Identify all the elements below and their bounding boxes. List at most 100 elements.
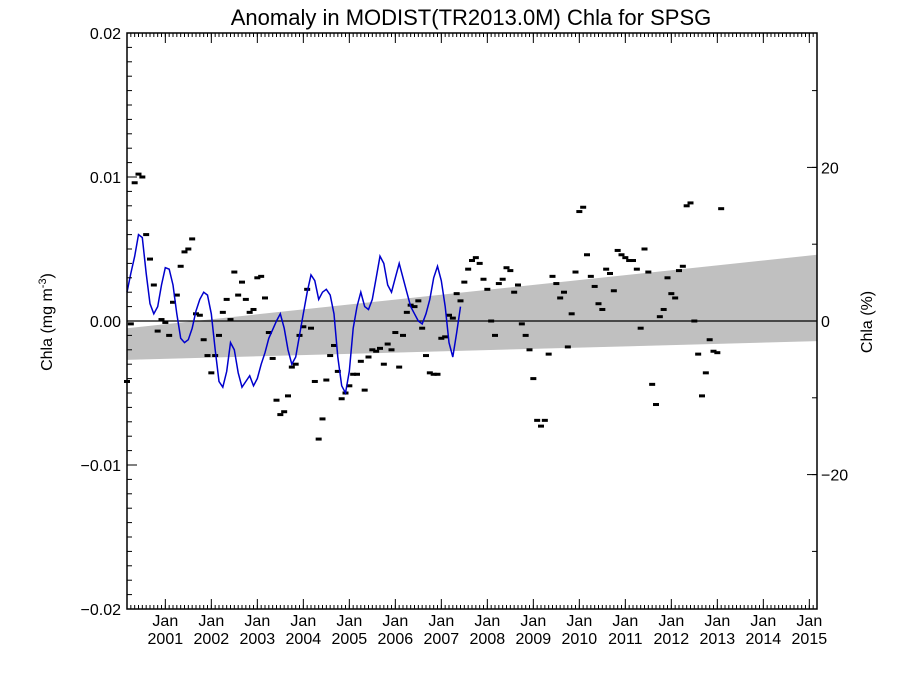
monthly-point <box>162 320 169 324</box>
y-axis-label-right: Chla (%) <box>859 291 876 353</box>
monthly-point <box>388 348 395 352</box>
monthly-point <box>442 335 449 339</box>
monthly-point <box>346 384 353 388</box>
monthly-point <box>568 312 575 316</box>
monthly-point <box>664 276 671 280</box>
monthly-point <box>683 204 690 208</box>
monthly-point <box>522 333 529 337</box>
monthly-point <box>377 346 383 350</box>
y-tick-label-right: 0 <box>821 314 830 331</box>
monthly-point <box>430 372 437 376</box>
monthly-point <box>216 333 222 337</box>
monthly-point <box>273 398 280 402</box>
monthly-point <box>200 338 207 342</box>
monthly-point <box>584 253 590 257</box>
monthly-point <box>691 319 698 323</box>
monthly-point <box>679 264 686 268</box>
x-tick-label-year: 2014 <box>746 631 782 648</box>
monthly-point <box>530 377 537 381</box>
x-tick-label-year: 2011 <box>608 631 643 648</box>
monthly-point <box>315 437 322 441</box>
monthly-point <box>242 297 249 301</box>
monthly-point <box>204 354 211 358</box>
monthly-point <box>595 302 602 306</box>
axis-layer: 0.020.010.00−0.01−0.02200−20Jan2001Jan20… <box>81 26 849 648</box>
monthly-point <box>185 247 192 251</box>
monthly-point <box>630 259 636 263</box>
monthly-point <box>181 250 188 254</box>
monthly-point <box>300 325 307 329</box>
monthly-point <box>323 378 330 382</box>
monthly-point <box>572 270 579 274</box>
monthly-point <box>549 274 556 278</box>
monthly-point <box>139 175 146 179</box>
x-tick-label-month: Jan <box>244 613 270 630</box>
monthly-point <box>415 299 422 303</box>
monthly-point <box>706 338 713 342</box>
monthly-point <box>331 343 337 347</box>
monthly-point <box>676 269 682 273</box>
monthly-point <box>319 417 326 421</box>
x-tick-label-year: 2007 <box>424 631 460 648</box>
x-tick-label-year: 2003 <box>240 631 276 648</box>
monthly-point <box>334 369 341 373</box>
monthly-point <box>396 365 403 369</box>
monthly-point <box>350 372 357 376</box>
monthly-point <box>262 296 268 300</box>
x-tick-label-year: 2006 <box>378 631 414 648</box>
monthly-point <box>653 403 659 407</box>
x-tick-label-year: 2010 <box>562 631 598 648</box>
monthly-point <box>507 269 514 273</box>
x-tick-label-month: Jan <box>520 613 546 630</box>
monthly-point <box>561 290 567 294</box>
x-tick-label-month: Jan <box>428 613 454 630</box>
monthly-point <box>702 371 709 375</box>
monthly-point <box>511 290 518 294</box>
chart-title: Anomaly in MODIST(TR2013.0M) Chla for SP… <box>231 5 711 30</box>
monthly-point <box>580 205 587 209</box>
monthly-point <box>254 276 261 280</box>
y-tick-label-left: 0.00 <box>90 314 121 331</box>
monthly-point <box>426 371 433 375</box>
monthly-point <box>526 348 533 352</box>
monthly-point <box>469 259 475 263</box>
monthly-point <box>384 342 391 346</box>
monthly-point <box>173 293 180 297</box>
monthly-point <box>196 313 203 317</box>
monthly-point <box>277 413 284 417</box>
monthly-point <box>246 310 253 314</box>
x-tick-label-month: Jan <box>566 613 592 630</box>
monthly-point <box>503 266 510 270</box>
monthly-point <box>269 356 276 360</box>
monthly-point <box>281 410 288 414</box>
monthly-point <box>131 181 138 185</box>
monthly-point <box>637 326 644 330</box>
smoothed-series-line <box>126 233 462 396</box>
monthly-point <box>231 270 238 274</box>
monthly-point <box>718 207 725 211</box>
monthly-point <box>457 299 464 303</box>
monthly-point <box>365 355 372 359</box>
monthly-point <box>626 259 633 263</box>
monthly-point <box>476 261 483 265</box>
monthly-point <box>158 318 165 322</box>
monthly-point <box>223 297 230 301</box>
monthly-point <box>285 394 291 398</box>
x-tick-label-month: Jan <box>658 613 684 630</box>
monthly-point <box>446 313 452 317</box>
monthly-point <box>208 371 215 375</box>
monthly-point <box>308 326 314 330</box>
x-tick-label-year: 2004 <box>286 631 322 648</box>
x-tick-label-month: Jan <box>474 613 500 630</box>
monthly-point <box>411 305 418 309</box>
monthly-point <box>618 253 625 257</box>
monthly-point <box>576 210 583 214</box>
x-tick-label-year: 2009 <box>516 631 552 648</box>
monthly-point <box>610 289 617 293</box>
monthly-point <box>189 237 196 241</box>
y-tick-label-right: 20 <box>821 160 839 177</box>
monthly-point <box>660 307 667 311</box>
x-tick-label-year: 2008 <box>470 631 506 648</box>
